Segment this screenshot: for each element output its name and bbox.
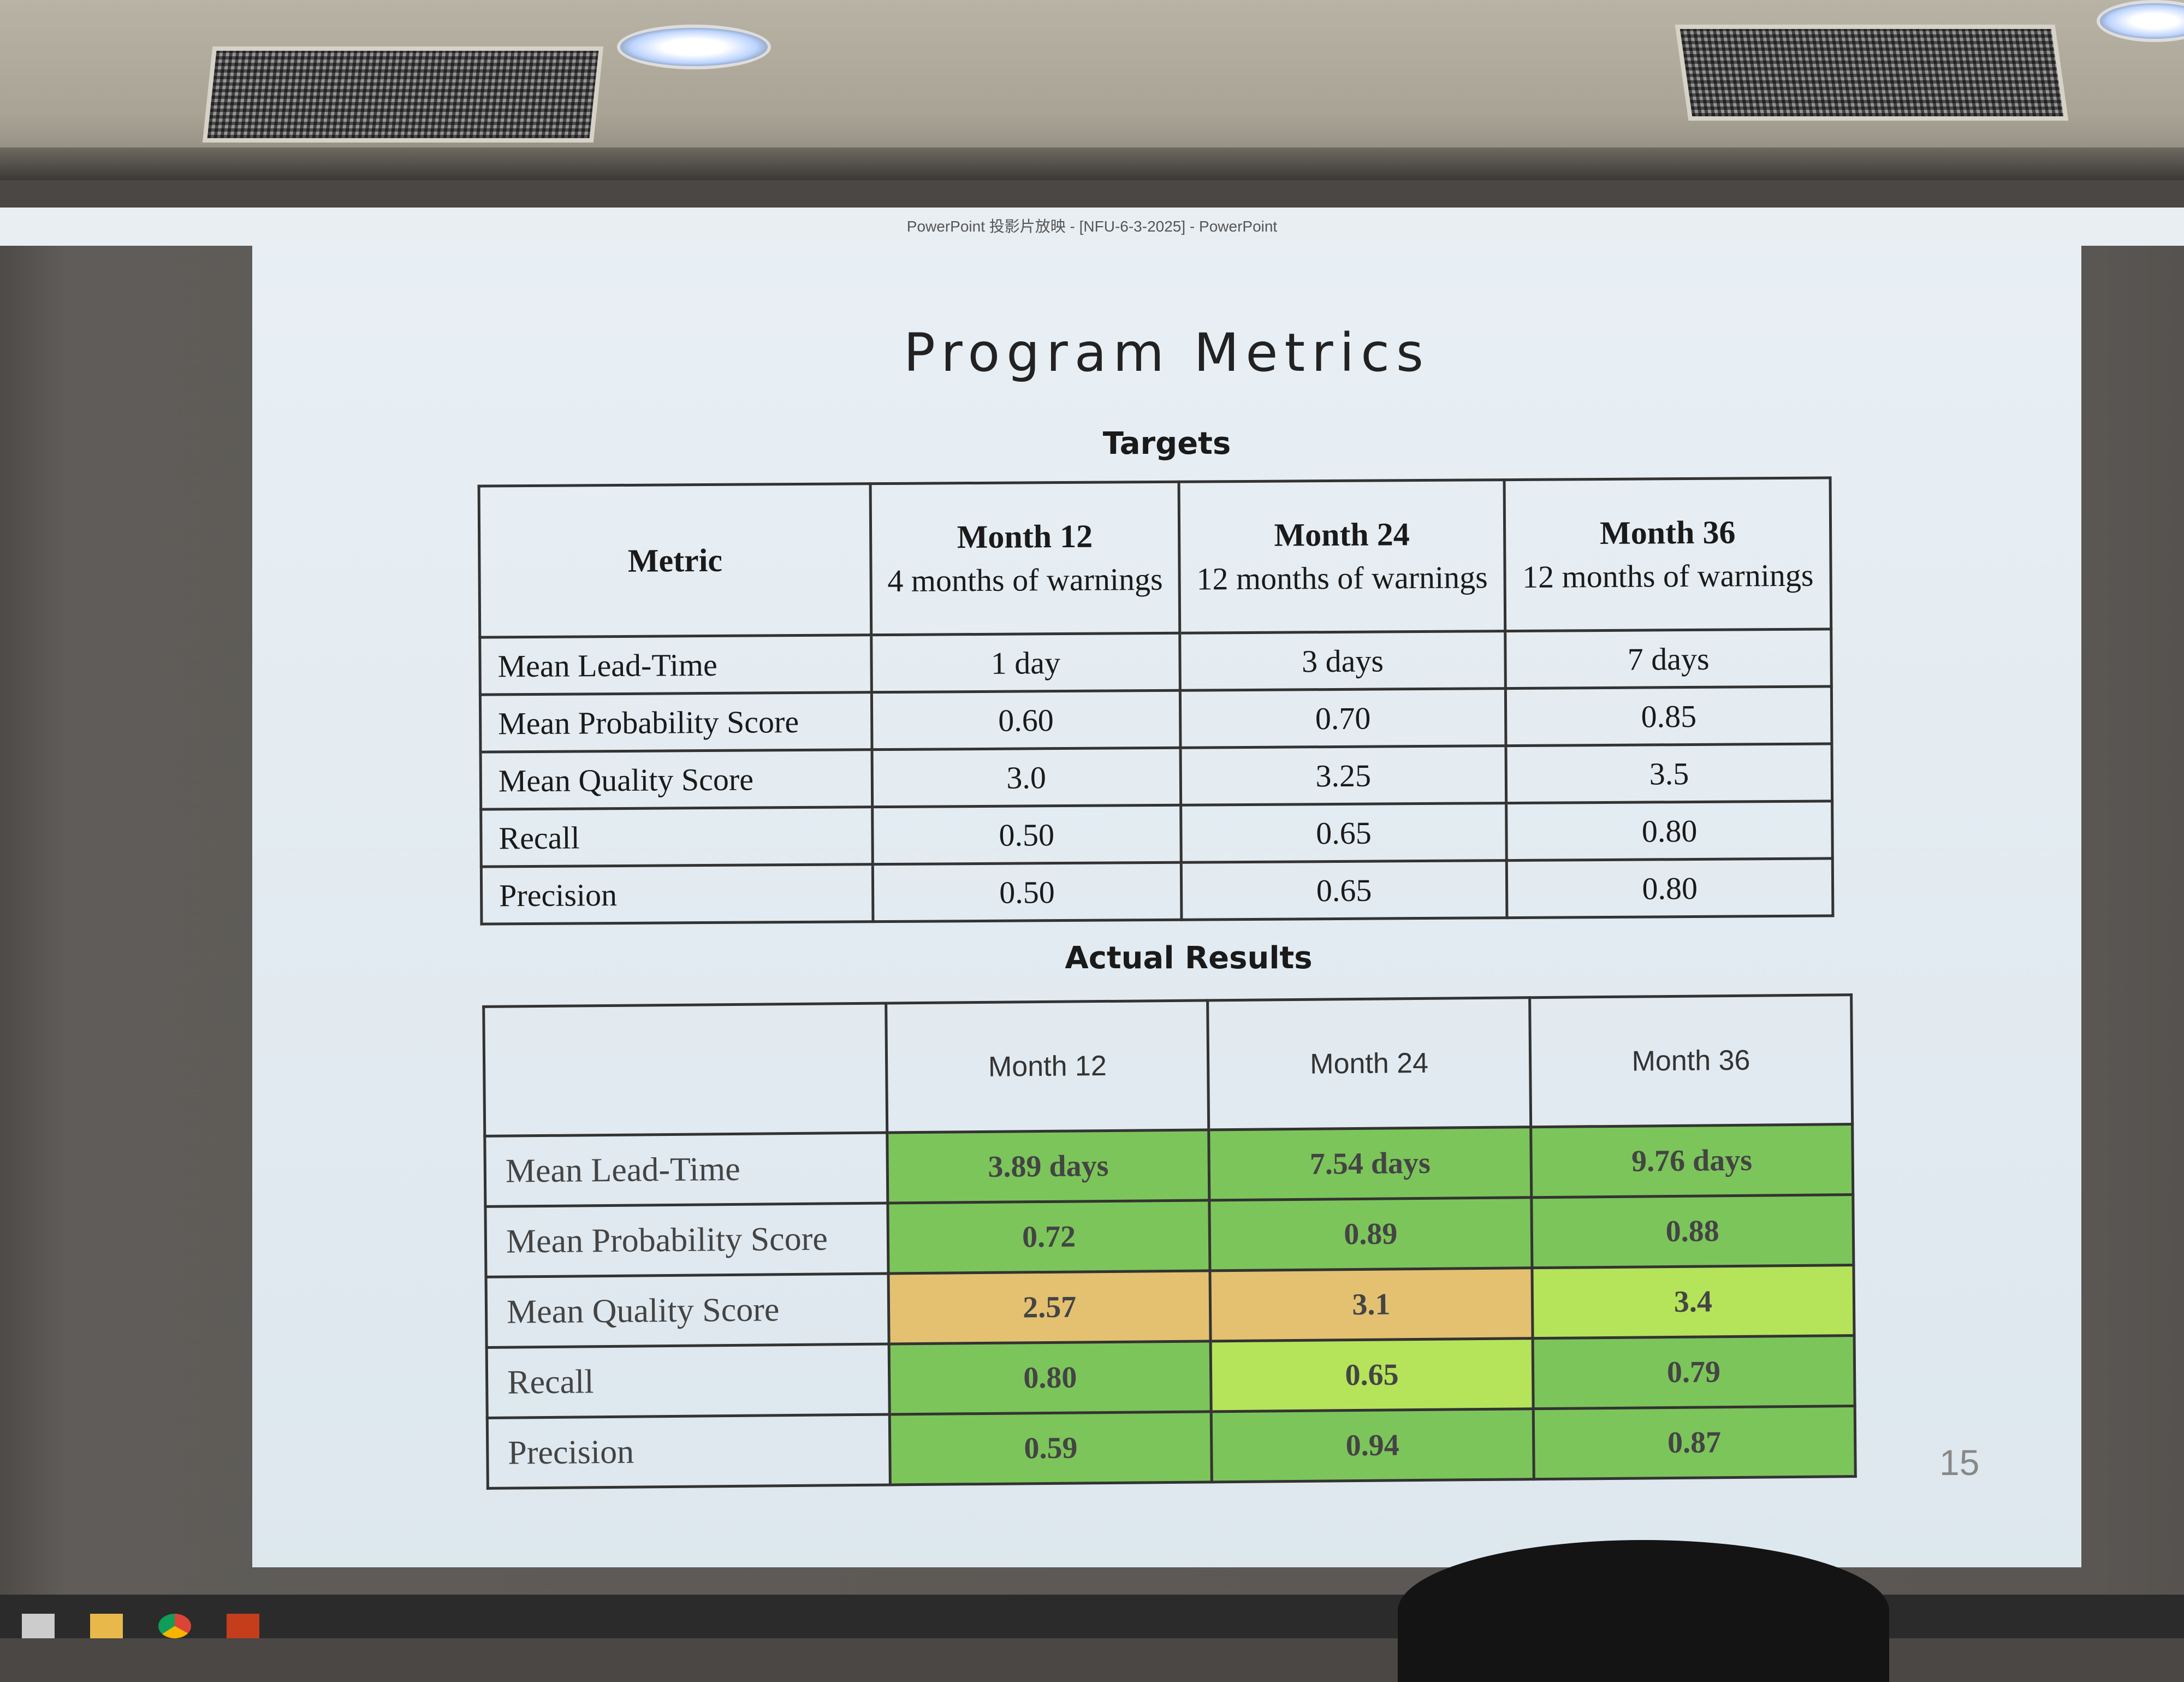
result-cell: 0.89	[1209, 1197, 1532, 1271]
table-row: Mean Probability Score 0.60 0.70 0.85	[480, 686, 1832, 753]
column-header: Month 36	[1529, 994, 1853, 1127]
table-cell: 0.70	[1180, 688, 1506, 748]
result-cell: 0.72	[887, 1200, 1210, 1274]
result-cell: 2.57	[888, 1270, 1211, 1344]
result-cell: 3.4	[1532, 1265, 1855, 1339]
targets-caption: Targets	[1102, 426, 1231, 461]
result-cell: 0.79	[1532, 1335, 1855, 1409]
row-label: Recall	[480, 807, 873, 867]
table-header-row: Month 12 Month 24 Month 36	[483, 994, 1853, 1136]
table-header-row: Metric Month 12 4 months of warnings Mon…	[479, 477, 1831, 638]
table-row: Recall 0.80 0.65 0.79	[486, 1335, 1855, 1418]
result-cell: 0.80	[889, 1341, 1212, 1414]
column-header: Month 36 12 months of warnings	[1504, 477, 1831, 631]
table-cell: 3.0	[872, 748, 1181, 807]
column-header: Month 12 4 months of warnings	[870, 482, 1180, 635]
column-month: Month 12	[957, 518, 1093, 555]
table-row: Recall 0.50 0.65 0.80	[480, 801, 1833, 867]
table-cell: 0.80	[1506, 858, 1833, 918]
table-row: Mean Lead-Time 1 day 3 days 7 days	[479, 629, 1832, 695]
window-title: PowerPoint 投影片放映 - [NFU-6-3-2025] - Powe…	[0, 208, 2184, 246]
table-cell: 7 days	[1505, 629, 1832, 689]
actual-caption: Actual Results	[1065, 940, 1313, 976]
slide-number: 15	[1939, 1442, 1980, 1483]
row-label: Mean Probability Score	[480, 692, 873, 753]
column-header: Month 24 12 months of warnings	[1178, 479, 1506, 633]
table-row: Mean Quality Score 3.0 3.25 3.5	[480, 743, 1832, 810]
column-header-empty	[483, 1003, 887, 1136]
row-label: Mean Quality Score	[480, 749, 873, 810]
table-cell: 0.85	[1505, 686, 1832, 746]
result-cell: 0.65	[1210, 1338, 1533, 1412]
slide-title: Program Metrics	[903, 322, 1431, 383]
row-label: Precision	[487, 1414, 891, 1489]
ceiling-edge	[0, 147, 2184, 180]
row-label: Recall	[486, 1343, 890, 1418]
column-header: Month 12	[886, 1000, 1209, 1133]
slide: Program Metrics Targets Metric Month 12 …	[252, 246, 2081, 1567]
result-cell: 9.76 days	[1530, 1124, 1853, 1198]
task-view-icon[interactable]	[22, 1614, 55, 1638]
row-label: Mean Lead-Time	[479, 635, 872, 695]
powerpoint-icon[interactable]	[227, 1614, 259, 1638]
table-row: Mean Lead-Time 3.89 days 7.54 days 9.76 …	[484, 1124, 1853, 1207]
table-cell: 0.50	[872, 805, 1181, 864]
result-cell: 0.59	[889, 1411, 1212, 1485]
ceiling-light	[617, 25, 771, 69]
table-row: Precision 0.50 0.65 0.80	[481, 858, 1833, 925]
column-header: Month 24	[1207, 997, 1531, 1130]
table-cell: 3.5	[1506, 743, 1832, 803]
file-explorer-icon[interactable]	[90, 1614, 123, 1638]
column-header: Metric	[479, 483, 871, 638]
column-sub: 12 months of warnings	[1522, 557, 1814, 595]
table-cell: 1 day	[871, 633, 1180, 692]
ceiling-vent	[1675, 25, 2069, 121]
targets-table: Metric Month 12 4 months of warnings Mon…	[478, 476, 1835, 925]
table-cell: 0.65	[1180, 860, 1508, 920]
table-row: Mean Probability Score 0.72 0.89 0.88	[485, 1194, 1854, 1277]
table-cell: 0.50	[873, 862, 1182, 922]
ceiling-light	[2097, 0, 2184, 42]
actual-results-table: Month 12 Month 24 Month 36 Mean Lead-Tim…	[482, 993, 1857, 1490]
result-cell: 0.88	[1531, 1194, 1854, 1268]
row-label: Precision	[481, 864, 873, 925]
row-label: Mean Probability Score	[485, 1203, 888, 1277]
table-cell: 3.25	[1180, 745, 1506, 806]
ceiling-vent	[202, 46, 604, 143]
column-month: Month 36	[1599, 514, 1736, 551]
chrome-icon[interactable]	[158, 1614, 191, 1638]
table-row: Mean Quality Score 2.57 3.1 3.4	[486, 1265, 1855, 1348]
result-cell: 3.1	[1210, 1268, 1533, 1341]
row-label: Mean Quality Score	[486, 1273, 889, 1348]
table-cell: 0.60	[871, 690, 1180, 750]
result-cell: 7.54 days	[1209, 1127, 1532, 1200]
result-cell: 0.87	[1533, 1406, 1856, 1479]
row-label: Mean Lead-Time	[484, 1133, 888, 1207]
table-cell: 0.65	[1180, 803, 1507, 863]
audience-head	[1398, 1540, 1889, 1682]
column-sub: 12 months of warnings	[1196, 559, 1488, 597]
result-cell: 3.89 days	[887, 1129, 1210, 1204]
table-row: Precision 0.59 0.94 0.87	[487, 1406, 1856, 1489]
result-cell: 0.94	[1211, 1408, 1534, 1482]
column-sub: 4 months of warnings	[887, 561, 1163, 599]
table-cell: 3 days	[1179, 631, 1506, 691]
table-cell: 0.80	[1506, 801, 1833, 861]
column-month: Month 24	[1274, 516, 1410, 553]
